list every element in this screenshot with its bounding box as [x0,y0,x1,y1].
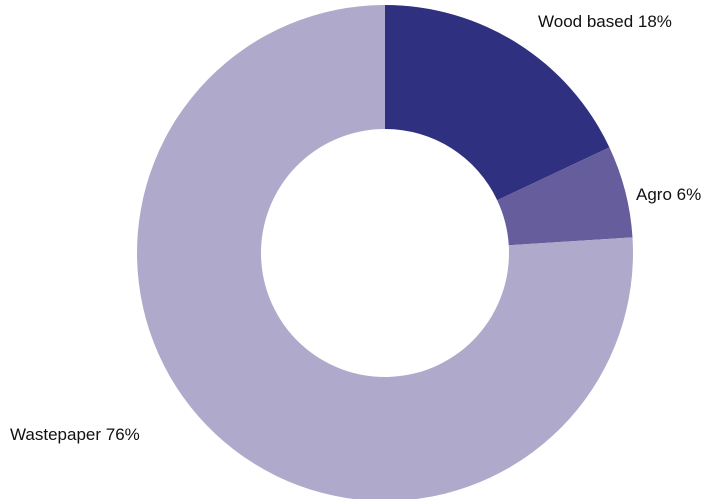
slice-label-agro: Agro 6% [636,185,701,204]
slice-label-wastepaper: Wastepaper 76% [10,425,140,444]
slice-label-wood-based: Wood based 18% [538,12,672,31]
donut-slice-agro [497,147,633,246]
donut-slice-wood-based [385,5,610,201]
donut-slice-wastepaper [137,5,633,499]
donut-slices [137,5,633,499]
